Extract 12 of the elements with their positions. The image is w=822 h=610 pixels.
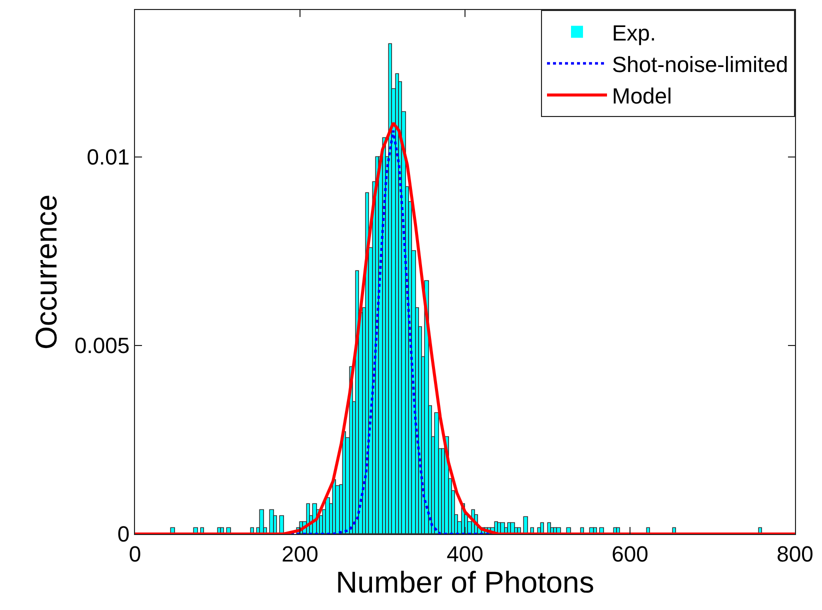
legend-label: Shot-noise-limited: [612, 52, 788, 77]
legend-label: Exp.: [612, 20, 656, 46]
x-tick-label: 200: [282, 541, 318, 566]
x-axis-title: Number of Photons: [336, 566, 594, 600]
x-tick-label: 800: [776, 541, 814, 566]
x-tick-label: 400: [446, 541, 484, 566]
y-axis-title: Occurrence: [30, 194, 64, 350]
y-tick-label: 0.005: [74, 333, 130, 358]
legend-label: Model: [612, 84, 672, 109]
y-tick-label: 0.01: [86, 144, 130, 170]
x-tick-label: 600: [612, 541, 648, 566]
y-tick-label: 0: [117, 522, 130, 547]
